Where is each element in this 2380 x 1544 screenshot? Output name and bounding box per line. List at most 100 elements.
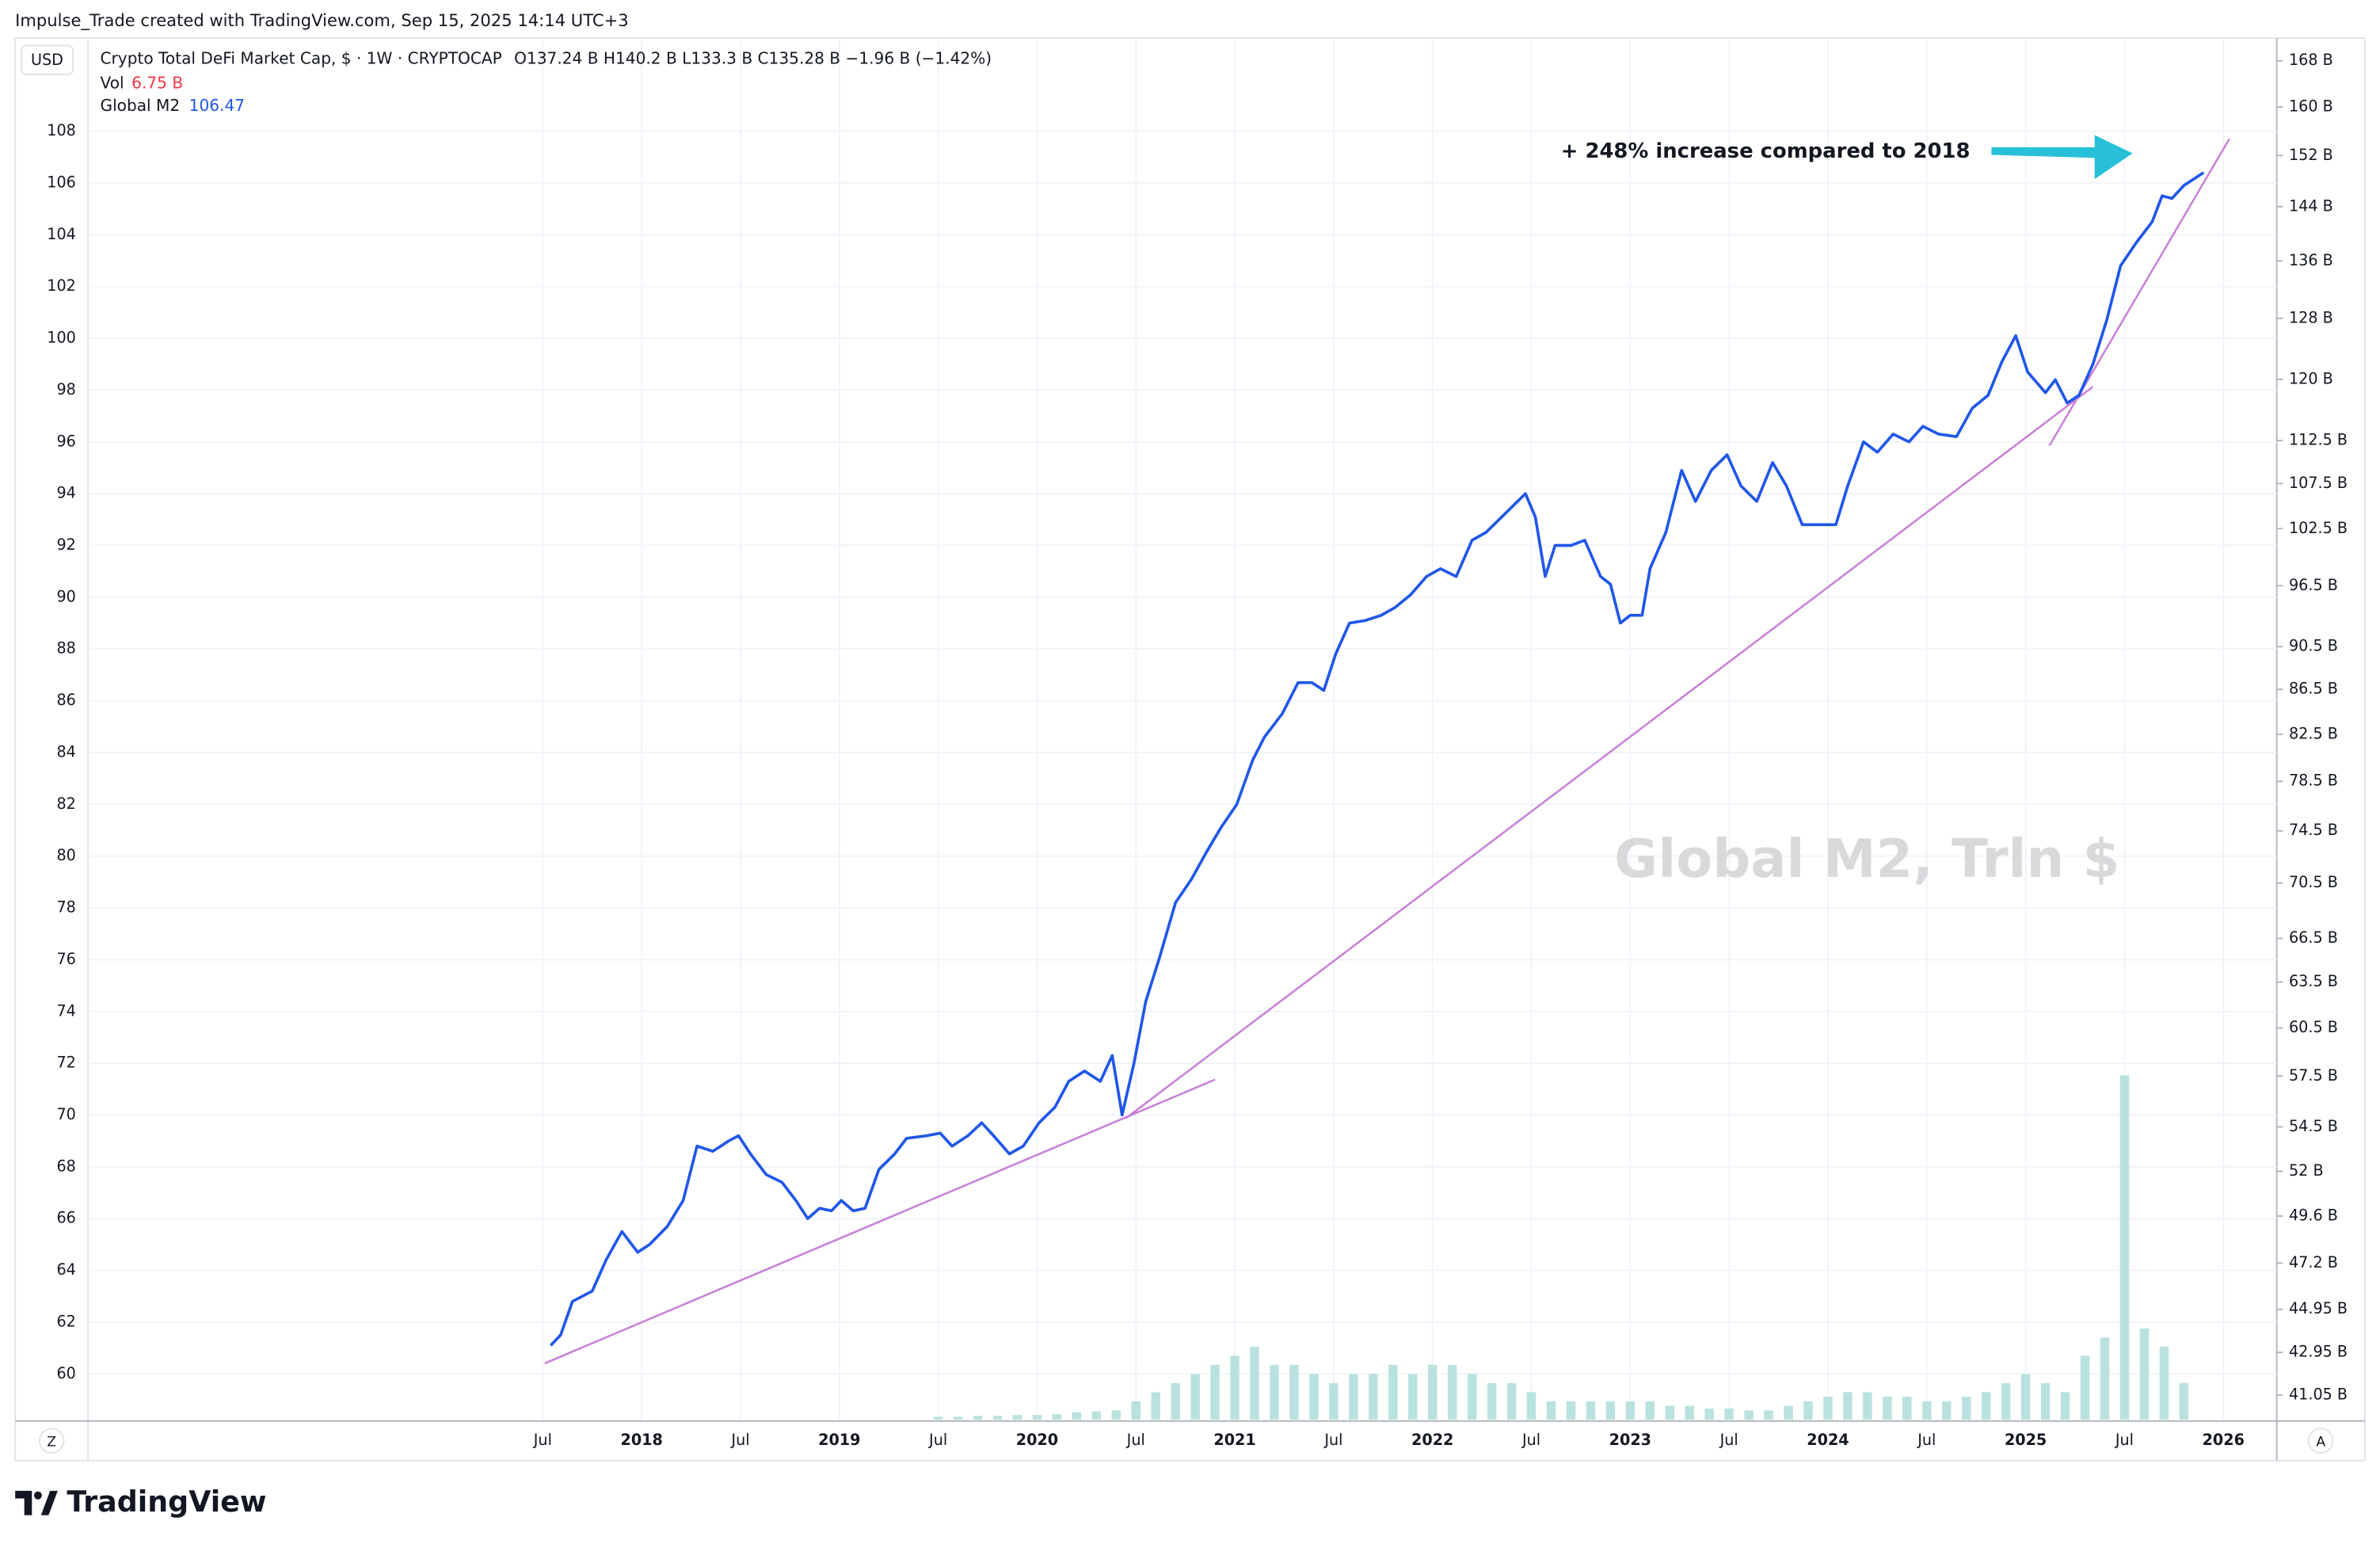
volume-bar (1427, 1364, 1438, 1420)
y2-tick-label: 144 B (2289, 196, 2333, 215)
y-tick-label: 102 (47, 276, 76, 295)
y-tick-label: 62 (56, 1312, 75, 1330)
volume-bar (1645, 1401, 1655, 1420)
y-tick-label: 86 (56, 691, 75, 709)
credit: Impulse_Trade created with TradingView.c… (15, 10, 628, 31)
volume-bar (1447, 1364, 1457, 1420)
annotation: + 248% increase compared to 2018 (1561, 139, 1971, 163)
volume-bar (2100, 1337, 2110, 1420)
y-tick-label: 94 (56, 484, 75, 502)
volume-bar (2080, 1355, 2090, 1420)
volume-bar (1369, 1374, 1378, 1420)
y-tick-label: 100 (47, 329, 76, 347)
volume-bar (1012, 1415, 1022, 1420)
volume-bar (992, 1416, 1003, 1420)
y2-tick-label: 112.5 B (2289, 431, 2348, 449)
y-tick-label: 66 (56, 1209, 75, 1227)
volume-bar (1823, 1397, 1833, 1420)
x-tick-label: Jul (928, 1431, 947, 1449)
volume-bar (1407, 1374, 1418, 1420)
volume-bar (1843, 1392, 1853, 1420)
y2-tick-label: 42.95 B (2289, 1343, 2348, 1361)
a-button[interactable] (2307, 1428, 2334, 1454)
volume-bar (1863, 1392, 1872, 1420)
volume-bar (1625, 1401, 1636, 1420)
x-tick-label: 2018 (620, 1431, 662, 1449)
y-tick-label: 80 (56, 846, 75, 864)
y2-tick-label: 41.05 B (2289, 1386, 2348, 1404)
x-tick-label: 2023 (1609, 1431, 1651, 1449)
volume-bar (1605, 1401, 1616, 1420)
volume-bar (1961, 1397, 1971, 1420)
volume-bar (1487, 1382, 1497, 1420)
logo: TradingView (15, 1485, 267, 1519)
annotation-arrow (1991, 135, 2133, 180)
y2-tick-label: 54.5 B (2289, 1117, 2338, 1135)
volume-bar (1586, 1401, 1596, 1420)
y2-tick-label: 160 B (2289, 97, 2333, 116)
x-tick-label: 2026 (2203, 1431, 2245, 1449)
x-tick-label: Jul (2115, 1431, 2134, 1449)
legend-m2: Global M2 106.47 (101, 96, 246, 115)
y2-tick-label: 82.5 B (2289, 724, 2338, 742)
x-tick-label: 2024 (1807, 1431, 1849, 1449)
volume-bar (1270, 1364, 1279, 1420)
x-tick-label: Jul (1917, 1431, 1936, 1449)
x-tick-label: Jul (533, 1431, 552, 1449)
volume-layer (933, 1075, 2189, 1420)
y2-tick-label: 47.2 B (2289, 1253, 2338, 1271)
currency-box[interactable] (20, 44, 74, 75)
volume-bar (1111, 1410, 1121, 1420)
watermark: Global M2, Trln $ (1614, 828, 2119, 890)
y-tick-label: 60 (56, 1364, 75, 1382)
z-button[interactable] (38, 1428, 65, 1454)
volume-bar (2139, 1328, 2150, 1420)
y-tick-label: 104 (47, 225, 76, 243)
volume-bar (1388, 1364, 1398, 1420)
logo-text: TradingView (67, 1485, 266, 1519)
volume-bar (2001, 1382, 2011, 1420)
y-tick-label: 98 (56, 380, 75, 398)
volume-bar (1091, 1411, 1102, 1420)
x-tick-label: 2020 (1016, 1431, 1058, 1449)
y2-tick-label: 78.5 B (2289, 772, 2338, 790)
y2-tick-label: 57.5 B (2289, 1066, 2338, 1085)
volume-bar (1250, 1346, 1259, 1420)
y2-tick-label: 44.95 B (2289, 1299, 2348, 1317)
y-tick-label: 78 (56, 898, 75, 917)
y2-tick-label: 63.5 B (2289, 972, 2338, 990)
volume-bar (1289, 1364, 1299, 1420)
axis-layer: Jul 2018 Jul 2019 Jul 2020 Jul 2021 Jul 2022 Jul 20… (47, 51, 2348, 1449)
legend-symbol: Crypto Total DeFi Market Cap, $ · 1W · C… (101, 48, 992, 67)
volume-bar (1724, 1409, 1734, 1420)
y-tick-label: 74 (56, 1001, 75, 1020)
volume-bar (1922, 1401, 1932, 1420)
volume-bar (2159, 1346, 2169, 1420)
a-label: A (2316, 1435, 2325, 1451)
y2-tick-label: 96.5 B (2289, 576, 2338, 594)
volume-bar (1685, 1405, 1694, 1420)
logo-slash (40, 1490, 58, 1515)
y2-tick-label: 66.5 B (2289, 928, 2338, 947)
volume-bar (1329, 1382, 1339, 1420)
y-tick-label: 82 (56, 795, 75, 813)
y2-tick-label: 60.5 B (2289, 1018, 2338, 1036)
grid-layer (88, 37, 2277, 1420)
volume-bar (1131, 1401, 1141, 1420)
volume-bar (2020, 1374, 2031, 1420)
volume-bar (1942, 1401, 1952, 1420)
volume-bar (1566, 1401, 1576, 1420)
volume-bar (1467, 1374, 1477, 1420)
volume-bar (2179, 1382, 2189, 1420)
volume-bar (1546, 1401, 1556, 1420)
y2-tick-label: 49.6 B (2289, 1207, 2338, 1225)
trendline (544, 1078, 1216, 1365)
volume-bar (2060, 1392, 2070, 1420)
volume-bar (1902, 1397, 1912, 1420)
volume-bar (1190, 1374, 1200, 1420)
x-tick-label: 2022 (1411, 1431, 1453, 1449)
y2-tick-label: 107.5 B (2289, 474, 2348, 492)
m2-value: 106.47 (189, 96, 245, 115)
